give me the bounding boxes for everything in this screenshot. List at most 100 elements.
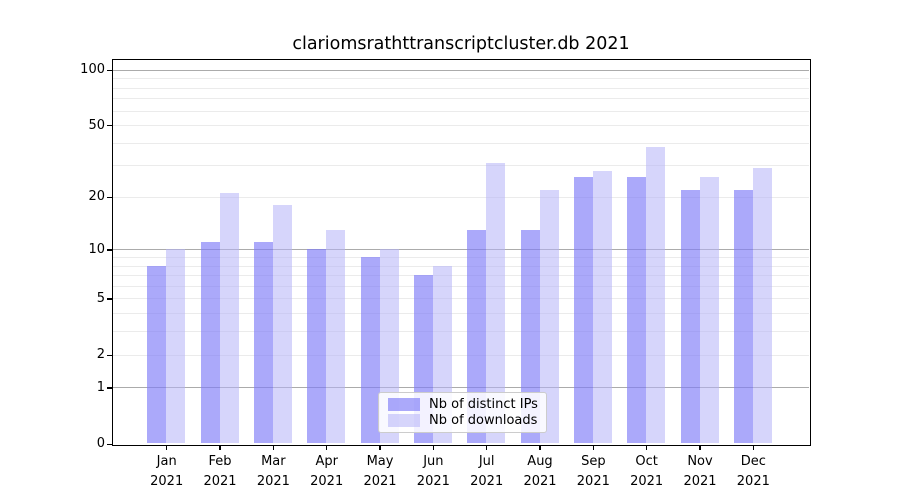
bar-downloads-apr	[326, 229, 346, 444]
bar-distinct-ips-aug	[520, 229, 540, 444]
y-tick-label: 20	[88, 189, 105, 205]
x-tick-label-sep: Sep 2021	[561, 452, 625, 492]
x-tick-month: Dec	[740, 454, 766, 469]
x-tick-mark	[699, 444, 701, 450]
bar-downloads-jul	[486, 162, 506, 444]
x-tick-month: Apr	[315, 454, 338, 469]
bar-distinct-ips-sep	[573, 176, 593, 444]
gridline-minor	[112, 165, 809, 167]
bar-downloads-sep	[592, 170, 612, 444]
x-tick-label-oct: Oct 2021	[615, 452, 679, 492]
x-tick-month: Oct	[635, 454, 658, 469]
x-tick-label-may: May 2021	[348, 452, 412, 492]
x-tick-label-nov: Nov 2021	[668, 452, 732, 492]
x-tick-month: Feb	[208, 454, 232, 469]
x-tick-year: 2021	[576, 474, 610, 489]
y-tick-mark	[107, 249, 112, 251]
gridline-minor	[112, 142, 809, 144]
y-tick-mark	[107, 69, 112, 71]
plot-area	[111, 58, 811, 446]
gridline-minor	[112, 354, 809, 356]
y-tick-label: 0	[96, 436, 105, 451]
legend-label-downloads: Nb of downloads	[429, 412, 538, 428]
x-tick-label-apr: Apr 2021	[295, 452, 359, 492]
gridline-minor	[112, 298, 809, 300]
bar-distinct-ips-dec	[733, 189, 753, 444]
gridline-minor	[112, 98, 809, 100]
x-tick-mark	[592, 444, 595, 450]
bar-distinct-ips-jan	[147, 265, 167, 444]
bar-downloads-feb	[219, 193, 239, 444]
y-tick-mark	[107, 387, 112, 389]
y-tick-mark	[107, 196, 112, 199]
x-tick-mark	[166, 444, 168, 450]
x-tick-year: 2021	[256, 474, 290, 489]
x-tick-year: 2021	[310, 474, 344, 489]
y-tick-mark	[107, 443, 112, 445]
x-tick-year: 2021	[470, 474, 504, 489]
bar-downloads-oct	[646, 146, 666, 444]
x-tick-month: Mar	[261, 454, 286, 469]
x-tick-year: 2021	[363, 474, 397, 489]
x-tick-month: May	[366, 454, 394, 469]
gridline-minor	[112, 196, 809, 198]
x-tick-label-feb: Feb 2021	[188, 452, 252, 492]
x-tick-month: Jul	[478, 454, 495, 469]
y-tick-label: 1	[96, 379, 105, 395]
x-tick-month: Aug	[527, 454, 553, 469]
x-tick-label-mar: Mar 2021	[241, 452, 305, 492]
chart-title: clariomsrathttranscriptcluster.db 2021	[292, 34, 630, 54]
bar-distinct-ips-mar	[253, 242, 273, 444]
gridline-minor	[112, 331, 809, 333]
bar-distinct-ips-apr	[307, 249, 327, 444]
legend-swatch-distinct-ips	[388, 398, 420, 412]
x-tick-year: 2021	[203, 474, 237, 489]
legend-entry-downloads: Nb of downloads	[388, 413, 537, 428]
gridline-minor	[112, 285, 809, 287]
x-tick-mark	[432, 444, 435, 450]
bar-distinct-ips-may	[360, 256, 380, 444]
x-tick-mark	[646, 444, 648, 450]
gridline-minor	[112, 110, 809, 112]
x-tick-year: 2021	[416, 474, 450, 489]
bar-downloads-dec	[752, 168, 772, 444]
bar-distinct-ips-jul	[467, 229, 487, 444]
x-tick-month: Sep	[581, 454, 606, 469]
x-tick-year: 2021	[630, 474, 664, 489]
x-tick-label-jun: Jun 2021	[401, 452, 465, 492]
x-tick-mark	[379, 444, 381, 450]
x-tick-label-aug: Aug 2021	[508, 452, 572, 492]
gridline-major	[112, 387, 809, 389]
gridline-minor	[112, 256, 809, 258]
legend-entry-distinct-ips: Nb of distinct IPs	[388, 397, 538, 413]
x-tick-month: Nov	[687, 454, 713, 469]
y-tick-label: 10	[88, 241, 105, 257]
bar-distinct-ips-feb	[200, 242, 220, 444]
x-tick-mark	[326, 444, 328, 450]
y-tick-label: 2	[96, 347, 105, 362]
x-tick-label-jan: Jan 2021	[135, 452, 199, 492]
legend: Nb of distinct IPs Nb of downloads	[378, 392, 547, 433]
legend-label-distinct-ips: Nb of distinct IPs	[429, 397, 538, 413]
y-tick-label: 50	[88, 117, 105, 133]
x-tick-label-jul: Jul 2021	[455, 452, 519, 492]
y-tick-mark	[107, 125, 112, 127]
gridline-minor	[112, 78, 809, 80]
gridline-minor	[112, 313, 809, 315]
gridline-major	[112, 249, 809, 251]
gridline-minor	[112, 87, 809, 89]
x-tick-mark	[486, 444, 488, 450]
bar-distinct-ips-nov	[680, 189, 700, 444]
y-tick-label: 5	[96, 290, 105, 306]
x-tick-label-dec: Dec 2021	[721, 452, 785, 492]
gridline-major	[112, 69, 809, 71]
bar-distinct-ips-oct	[627, 176, 647, 444]
y-tick-mark	[107, 354, 112, 356]
x-tick-month: Jan	[156, 454, 177, 469]
x-tick-year: 2021	[683, 474, 717, 489]
bar-downloads-mar	[272, 205, 292, 444]
bar-downloads-nov	[699, 176, 719, 444]
legend-swatch-downloads	[388, 413, 420, 427]
y-tick-mark	[107, 298, 112, 300]
